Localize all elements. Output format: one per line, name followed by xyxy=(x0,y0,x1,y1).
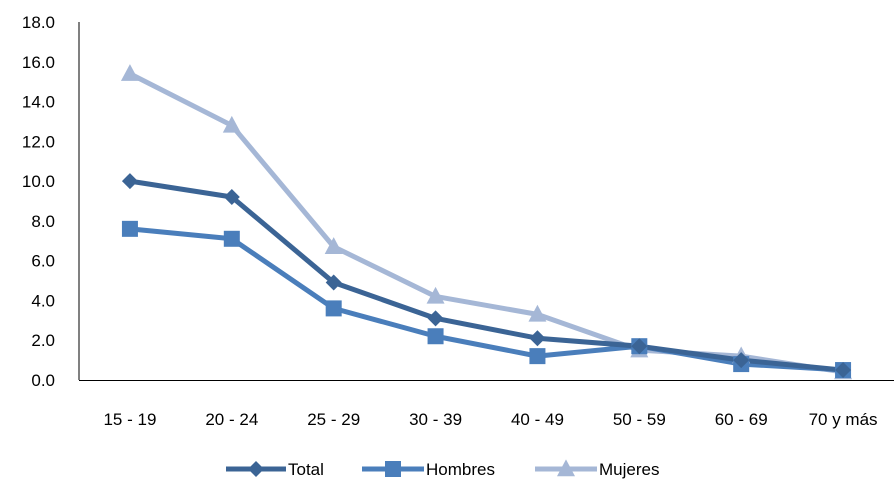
data-point-total xyxy=(733,352,750,369)
data-point-hombres xyxy=(121,220,138,237)
legend-label: Total xyxy=(288,460,324,479)
series-line-hombres xyxy=(127,226,846,373)
legend-label: Hombres xyxy=(426,460,495,479)
data-point-hombres xyxy=(325,300,342,317)
y-tick-label: 12.0 xyxy=(22,132,55,151)
y-tick-label: 4.0 xyxy=(31,291,55,310)
y-tick-label: 6.0 xyxy=(31,252,55,271)
series-lines xyxy=(127,71,846,375)
legend-marker-diamond xyxy=(248,461,264,477)
data-point-total xyxy=(835,362,852,379)
x-tick-label: 50 - 59 xyxy=(613,410,666,429)
legend-label: Mujeres xyxy=(599,460,659,479)
x-tick-label: 25 - 29 xyxy=(307,410,360,429)
x-axis: 15 - 19 20 - 24 25 - 29 30 - 39 40 - 49 50 - … xyxy=(79,380,894,429)
y-tick-label: 16.0 xyxy=(22,53,55,72)
legend-item-hombres: Hombres xyxy=(362,460,495,479)
x-tick-label: 20 - 24 xyxy=(205,410,258,429)
data-point-total xyxy=(121,173,138,190)
x-tick-label: 40 - 49 xyxy=(511,410,564,429)
y-tick-label: 8.0 xyxy=(31,212,55,231)
legend-item-mujeres: Mujeres xyxy=(535,459,659,479)
data-point-mujeres xyxy=(324,237,343,254)
data-point-mujeres xyxy=(426,286,445,304)
y-tick-label: 0.0 xyxy=(31,371,55,390)
data-point-total xyxy=(325,274,342,291)
x-tick-label: 30 - 39 xyxy=(409,410,462,429)
series-line-total xyxy=(127,178,846,373)
data-point-mujeres xyxy=(222,115,241,133)
data-point-total xyxy=(427,310,444,327)
legend: Total Hombres Mujeres xyxy=(226,459,659,479)
y-tick-label: 2.0 xyxy=(31,331,55,350)
y-tick-label: 14.0 xyxy=(22,93,55,112)
data-point-hombres xyxy=(529,348,546,365)
legend-marker-square xyxy=(385,461,401,477)
data-point-total xyxy=(529,330,546,347)
x-tick-label: 60 - 69 xyxy=(715,410,768,429)
data-point-mujeres xyxy=(120,64,139,81)
x-tick-label: 70 y más xyxy=(809,410,878,429)
y-axis: 0.0 2.0 4.0 6.0 8.0 10.0 12.0 14.0 16.0 18.0 xyxy=(22,13,80,390)
y-tick-label: 10.0 xyxy=(22,172,55,191)
data-point-hombres xyxy=(223,230,240,247)
legend-item-total: Total xyxy=(226,460,324,479)
data-point-hombres xyxy=(427,328,444,345)
data-point-mujeres xyxy=(528,304,547,322)
data-point-total xyxy=(223,189,240,206)
series-line-mujeres xyxy=(127,71,846,375)
y-tick-label: 18.0 xyxy=(22,13,55,32)
series-markers xyxy=(120,64,853,380)
x-tick-label: 15 - 19 xyxy=(103,410,156,429)
data-point-total xyxy=(631,338,648,355)
legend-marker-triangle xyxy=(557,459,575,477)
